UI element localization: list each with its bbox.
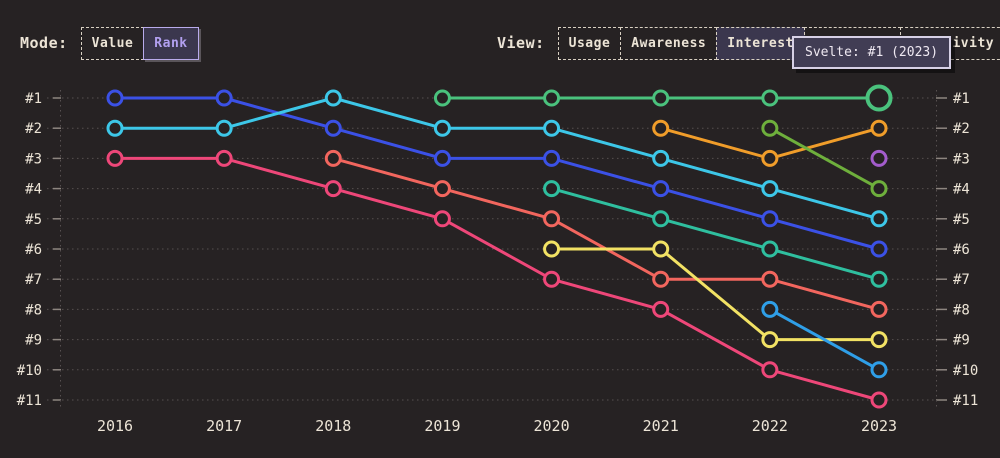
data-point-pink[interactable] — [433, 210, 451, 228]
data-point-cyan[interactable] — [543, 119, 561, 137]
data-point-sky[interactable] — [761, 300, 779, 318]
data-point-sky[interactable] — [870, 361, 888, 379]
data-point-cyan[interactable] — [761, 180, 779, 198]
rank-label-left: #7 — [25, 272, 42, 288]
rank-label-right: #10 — [953, 363, 978, 379]
data-point-coral[interactable] — [761, 270, 779, 288]
rank-label-right: #8 — [953, 302, 970, 318]
series-line-pink[interactable] — [113, 156, 881, 402]
rank-label-right: #6 — [953, 242, 970, 258]
data-point-amber[interactable] — [652, 119, 670, 137]
data-point-pink[interactable] — [652, 300, 670, 318]
rank-label-left: #8 — [25, 302, 42, 318]
rank-label-right: #2 — [953, 121, 970, 137]
data-point-royal-blue[interactable] — [543, 149, 561, 167]
data-point-svelte-green[interactable] — [543, 89, 561, 107]
data-point-coral[interactable] — [543, 210, 561, 228]
series-line-cyan[interactable] — [113, 96, 881, 221]
rank-label-right: #5 — [953, 212, 970, 228]
data-point-teal[interactable] — [761, 240, 779, 258]
data-point-svelte-green[interactable] — [761, 89, 779, 107]
data-point-cyan[interactable] — [652, 149, 670, 167]
rank-label-left: #2 — [25, 121, 42, 137]
data-point-coral[interactable] — [870, 300, 888, 318]
data-point-teal[interactable] — [652, 210, 670, 228]
data-point-amber[interactable] — [761, 149, 779, 167]
data-point-royal-blue[interactable] — [870, 240, 888, 258]
chart-tooltip: Svelte: #1 (2023) — [792, 36, 952, 69]
rank-label-left: #4 — [25, 182, 42, 198]
year-label: 2018 — [315, 417, 351, 435]
mode-option-rank[interactable]: Rank — [143, 26, 199, 60]
data-point-pink[interactable] — [543, 270, 561, 288]
rank-label-left: #11 — [17, 393, 42, 409]
data-point-royal-blue[interactable] — [215, 89, 233, 107]
year-label: 2023 — [861, 417, 897, 435]
series-line-lime[interactable] — [768, 126, 881, 191]
data-point-coral[interactable] — [652, 270, 670, 288]
rank-label-right: #3 — [953, 151, 970, 167]
year-label: 2019 — [424, 417, 460, 435]
data-point-svelte-green[interactable] — [433, 89, 451, 107]
data-point-cyan[interactable] — [324, 89, 342, 107]
chart-tooltip-text: Svelte: #1 (2023) — [805, 45, 939, 60]
data-point-coral[interactable] — [433, 180, 451, 198]
rank-label-right: #7 — [953, 272, 970, 288]
rank-label-left: #6 — [25, 242, 42, 258]
data-point-cyan[interactable] — [215, 119, 233, 137]
data-point-lime[interactable] — [870, 180, 888, 198]
series-line-coral[interactable] — [331, 156, 881, 311]
rank-label-right: #9 — [953, 333, 970, 349]
data-point-royal-blue[interactable] — [324, 119, 342, 137]
rank-label-left: #10 — [17, 363, 42, 379]
year-label: 2021 — [643, 417, 679, 435]
data-point-coral[interactable] — [324, 149, 342, 167]
data-point-teal[interactable] — [870, 270, 888, 288]
mode-button-group: Value Rank — [80, 26, 199, 60]
data-point-violet[interactable] — [870, 149, 888, 167]
data-point-yellow[interactable] — [761, 331, 779, 349]
data-point-teal[interactable] — [543, 180, 561, 198]
data-point-yellow[interactable] — [652, 240, 670, 258]
series-line-royal-blue[interactable] — [113, 96, 881, 251]
data-point-royal-blue[interactable] — [106, 89, 124, 107]
data-point-pink[interactable] — [215, 149, 233, 167]
rank-label-left: #5 — [25, 212, 42, 228]
year-label: 2017 — [206, 417, 242, 435]
rank-label-left: #1 — [25, 91, 42, 107]
highlighted-data-point-svelte-green[interactable] — [865, 84, 893, 112]
series-line-teal[interactable] — [550, 187, 881, 281]
data-point-royal-blue[interactable] — [652, 180, 670, 198]
data-point-pink[interactable] — [324, 180, 342, 198]
year-label: 2020 — [534, 417, 570, 435]
series-line-sky[interactable] — [768, 307, 881, 372]
data-point-amber[interactable] — [870, 119, 888, 137]
mode-label: Mode: — [20, 34, 68, 52]
year-label: 2016 — [97, 417, 133, 435]
data-point-svelte-green[interactable] — [652, 89, 670, 107]
rank-label-right: #4 — [953, 182, 970, 198]
year-label: 2022 — [752, 417, 788, 435]
data-point-pink[interactable] — [106, 149, 124, 167]
data-point-cyan[interactable] — [870, 210, 888, 228]
mode-toggle: Mode: Value Rank — [20, 26, 199, 60]
data-point-royal-blue[interactable] — [761, 210, 779, 228]
rank-label-left: #9 — [25, 333, 42, 349]
data-point-yellow[interactable] — [870, 331, 888, 349]
rank-label-right: #11 — [953, 393, 978, 409]
data-point-yellow[interactable] — [543, 240, 561, 258]
view-label: View: — [497, 34, 545, 52]
data-point-pink[interactable] — [870, 391, 888, 409]
data-point-lime[interactable] — [761, 119, 779, 137]
data-point-cyan[interactable] — [433, 119, 451, 137]
data-point-pink[interactable] — [761, 361, 779, 379]
data-point-cyan[interactable] — [106, 119, 124, 137]
rank-label-left: #3 — [25, 151, 42, 167]
data-point-royal-blue[interactable] — [433, 149, 451, 167]
rank-label-right: #1 — [953, 91, 970, 107]
